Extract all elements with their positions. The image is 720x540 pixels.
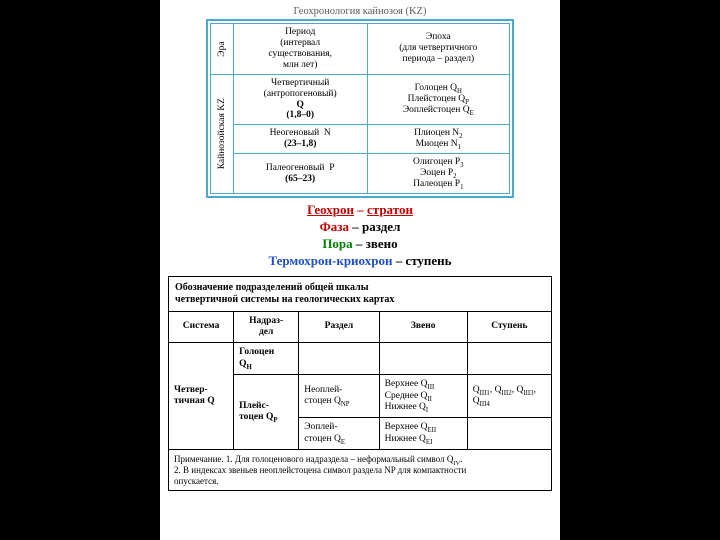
holocene-cell: ГолоценQH (234, 343, 299, 375)
legend-stupen: – ступень (392, 253, 451, 268)
top-title: Геохронология кайнозоя (KZ) (168, 6, 552, 17)
legend-block: Геохрон – стратон Фаза – раздел Пора – з… (168, 202, 552, 270)
legend-straton: стратон (367, 202, 413, 217)
period-q: Четвертичный(антропогеновый)Q(1,8–0) (233, 74, 367, 125)
legend-zveno: – звено (353, 236, 398, 251)
lower-note: Примечание. 1. Для голоценового надразде… (169, 450, 552, 491)
neop-stupen: QIII1, QIII2, QIII3,QIII4 (467, 375, 551, 418)
legend-geohron: Геохрон (307, 202, 354, 217)
holocene-zveno (379, 343, 467, 375)
lower-table: Обозначение подразделений общей шкалычет… (168, 276, 552, 492)
epoch-p: Олигоцен P3Эоцен P2Палеоцен P1 (367, 154, 509, 194)
neop-zveno: Верхнее QIIIСреднее QIIНижнее QI (379, 375, 467, 418)
eop-stupen (467, 418, 551, 450)
col-stupen: Ступень (467, 311, 551, 343)
legend-sep1: – (354, 202, 367, 217)
col-nadrazdel: Надраз-дел (234, 311, 299, 343)
neop-cell: Неоплей-стоцен QNP (299, 375, 379, 418)
col-razdel: Раздел (299, 311, 379, 343)
legend-faza: Фаза (320, 219, 349, 234)
period-header: Период(интервалсуществования,млн лет) (233, 24, 367, 75)
period-p: Палеогеновый P(65–23) (233, 154, 367, 194)
epoch-q: Голоцен QHПлейстоцен QPЭоплейстоцен QE (367, 74, 509, 125)
pleist-cell: Плейс-тоцен QP (234, 375, 299, 450)
holocene-razdel (299, 343, 379, 375)
legend-termo: Термохрон-криохрон (268, 253, 392, 268)
upper-table: Эра Период(интервалсуществования,млн лет… (210, 23, 510, 194)
system-q: Четвер-тичная Q (169, 343, 234, 450)
eop-cell: Эоплей-стоцен QE (299, 418, 379, 450)
period-n: Неогеновый N(23–1,8) (233, 125, 367, 154)
upper-table-wrap: Эра Период(интервалсуществования,млн лет… (206, 19, 514, 198)
epoch-header: Эпоха(для четвертичногопериода – раздел) (367, 24, 509, 75)
era-header: Эра (211, 24, 234, 75)
legend-pora: Пора (322, 236, 352, 251)
lower-caption: Обозначение подразделений общей шкалычет… (169, 276, 552, 311)
holocene-stupen (467, 343, 551, 375)
legend-razdel: – раздел (349, 219, 400, 234)
col-system: Система (169, 311, 234, 343)
col-zveno: Звено (379, 311, 467, 343)
epoch-n: Плиоцен N2Миоцен N1 (367, 125, 509, 154)
kz-era-label: Кайнозойская KZ (211, 74, 234, 193)
page: Геохронология кайнозоя (KZ) Эра Период(и… (160, 0, 560, 540)
eop-zveno: Верхнее QEIIНижнее QEI (379, 418, 467, 450)
